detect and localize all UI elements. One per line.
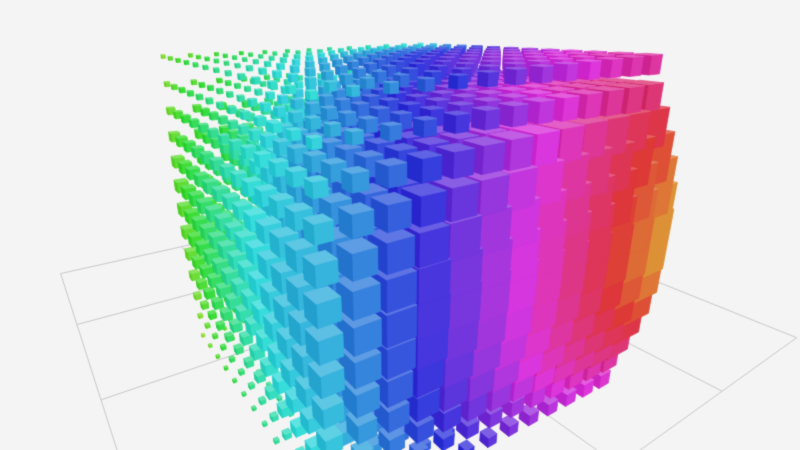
cube-wave-3d-canvas[interactable]	[0, 0, 800, 450]
scene-viewport	[0, 0, 800, 450]
